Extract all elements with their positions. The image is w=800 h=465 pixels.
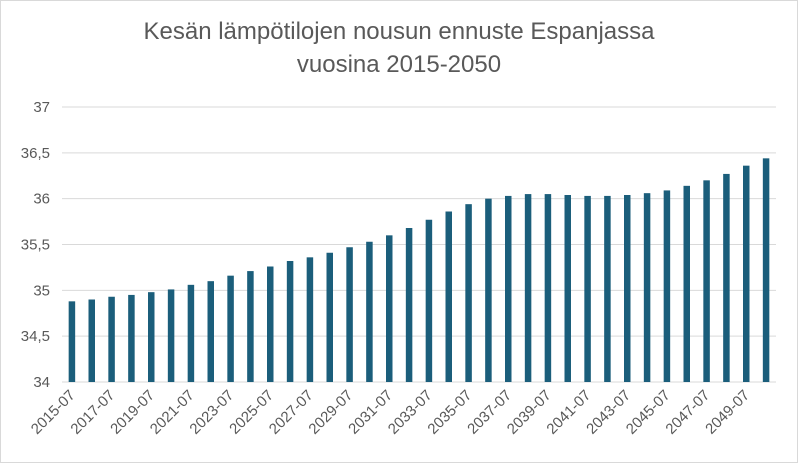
gridlines xyxy=(62,106,776,383)
chart-title: Kesän lämpötilojen nousun ennuste Espanj… xyxy=(1,15,797,81)
y-tick-label: 35,5 xyxy=(21,237,50,254)
y-tick-label: 36,5 xyxy=(21,145,50,162)
bar xyxy=(425,219,433,382)
bar xyxy=(207,281,214,382)
chart-title-line-2: vuosina 2015-2050 xyxy=(296,51,502,78)
bar xyxy=(524,194,532,382)
bar xyxy=(624,195,631,382)
bar xyxy=(326,252,333,382)
y-tick-label: 36 xyxy=(33,191,50,208)
bar xyxy=(346,247,353,382)
bar xyxy=(743,165,750,382)
bar xyxy=(68,301,76,382)
bar xyxy=(584,195,591,382)
bar xyxy=(544,194,552,382)
bar xyxy=(247,271,254,382)
x-tick-label: 2049-07 xyxy=(702,387,753,438)
bar xyxy=(564,195,571,382)
bar xyxy=(604,195,611,382)
bar xyxy=(445,211,452,382)
bar xyxy=(108,296,115,382)
y-tick-label: 34,5 xyxy=(21,328,50,345)
bar xyxy=(643,193,651,382)
bar xyxy=(485,198,492,382)
bar xyxy=(167,289,175,382)
y-tick-label: 35 xyxy=(33,282,50,299)
bar xyxy=(286,261,294,382)
bar xyxy=(306,257,314,382)
bar xyxy=(128,294,135,382)
y-axis-tick-labels: 34 34,5 35 35,5 36 36,5 37 xyxy=(21,99,50,391)
bar xyxy=(663,190,671,382)
bar xyxy=(187,284,195,382)
bar xyxy=(267,266,274,382)
bar xyxy=(683,185,690,382)
y-tick-label: 37 xyxy=(33,99,50,116)
bar xyxy=(723,173,730,382)
bar xyxy=(88,299,95,382)
bar xyxy=(505,195,512,382)
bars xyxy=(68,158,770,382)
bar xyxy=(405,228,413,382)
y-tick-label: 34 xyxy=(33,374,50,391)
bar xyxy=(703,180,710,382)
x-axis-tick-labels: 2015-072017-072019-072021-072023-072025-… xyxy=(28,387,753,438)
bar xyxy=(762,158,770,382)
bar xyxy=(386,235,393,382)
bar xyxy=(465,204,472,382)
chart-title-line-1: Kesän lämpötilojen nousun ennuste Espanj… xyxy=(143,18,655,45)
bar xyxy=(148,292,155,382)
bar xyxy=(227,275,234,382)
bar xyxy=(366,241,373,382)
